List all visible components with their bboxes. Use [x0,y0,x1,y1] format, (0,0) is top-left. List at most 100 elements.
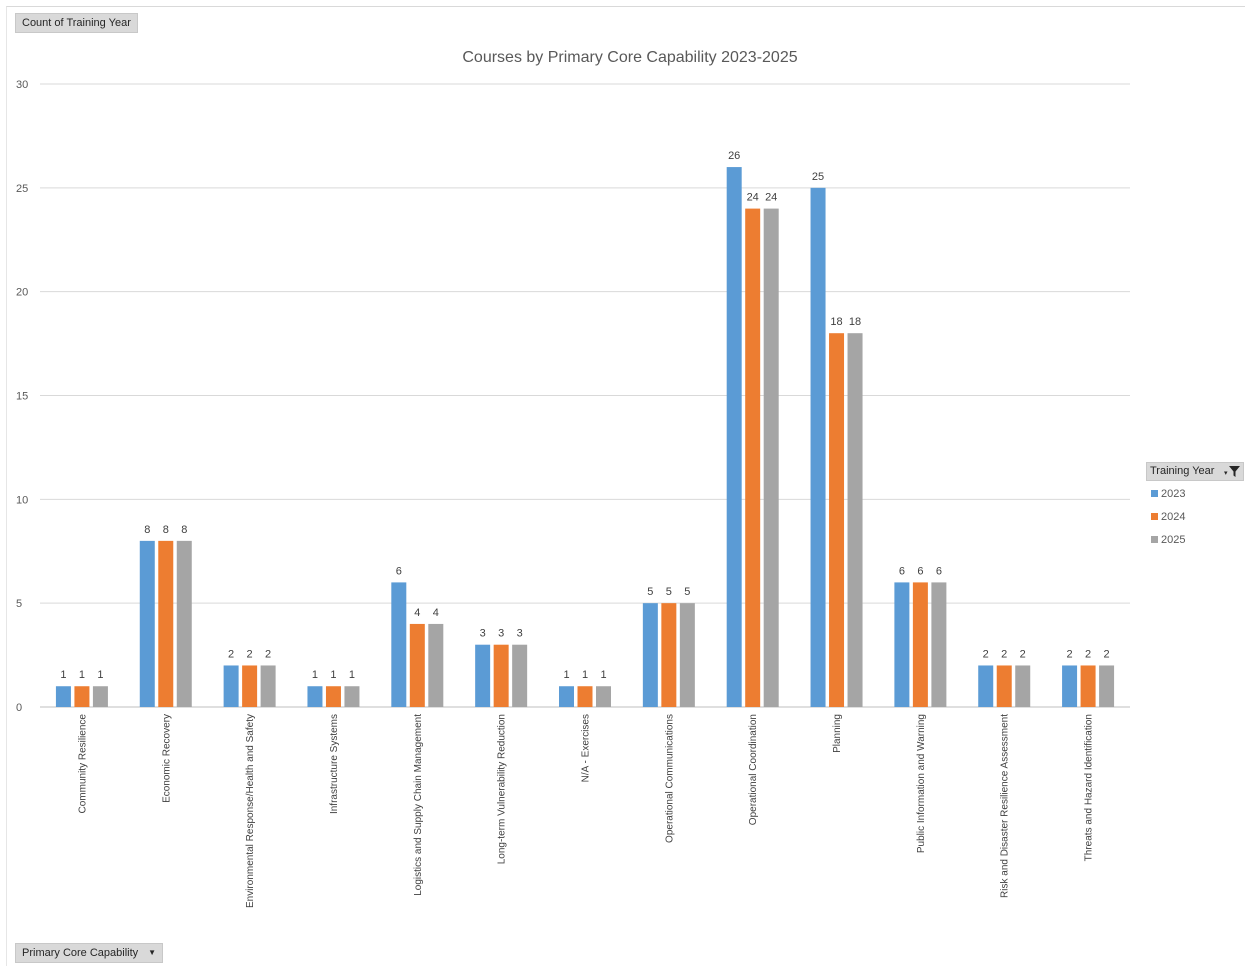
bar-2025-long-term-vulnerability-reduction[interactable] [512,644,528,707]
data-label: 6 [396,565,402,577]
data-label: 5 [684,586,690,598]
bar-2025-operational-coordination[interactable] [763,208,779,707]
bar-2024-n-a-exercises[interactable] [577,686,593,707]
x-tick-label: Long-term Vulnerability Reduction [497,714,508,864]
data-label: 2 [983,648,989,660]
bar-2025-environmental-response-health-and-safety[interactable] [260,665,276,707]
data-label: 3 [498,628,504,640]
legend-label: 2025 [1161,534,1186,546]
bar-2023-community-resilience[interactable] [55,686,71,707]
bar-2024-economic-recovery[interactable] [158,540,174,707]
data-label: 2 [1001,648,1007,660]
x-axis: Community Resilience Economic Recovery Env… [77,714,1094,908]
data-label: 2 [1104,648,1110,660]
data-label: 2 [1067,648,1073,660]
data-label: 1 [79,669,85,681]
bar-2023-logistics-and-supply-chain-management[interactable] [391,582,407,707]
data-label: 6 [936,565,942,577]
x-tick-label: Planning [832,714,843,753]
bar-2025-risk-and-disaster-resilience-assessment[interactable] [1015,665,1031,707]
bar-2024-long-term-vulnerability-reduction[interactable] [493,644,509,707]
bar-2023-operational-coordination[interactable] [726,167,742,708]
bar-2025-logistics-and-supply-chain-management[interactable] [428,623,444,707]
data-label: 1 [312,669,318,681]
bars [55,167,1115,708]
y-tick-label: 5 [16,598,22,610]
data-label: 2 [1020,648,1026,660]
bar-2024-risk-and-disaster-resilience-assessment[interactable] [996,665,1012,707]
bar-2023-public-information-and-warning[interactable] [894,582,910,707]
legend-item-2025[interactable]: 2025 [1151,533,1185,547]
bar-2023-economic-recovery[interactable] [139,540,155,707]
bar-2025-n-a-exercises[interactable] [596,686,611,707]
y-axis: 0 5 10 15 20 25 30 [16,79,28,714]
bar-2025-planning[interactable] [847,333,863,707]
data-label: 24 [747,192,759,204]
legend-swatch [1151,513,1158,520]
legend-swatch [1151,536,1158,543]
bar-2024-environmental-response-health-and-safety[interactable] [242,665,258,707]
data-label: 8 [181,524,187,536]
y-tick-label: 15 [16,391,28,403]
x-tick-label: Risk and Disaster Resilience Assessment [1000,714,1011,898]
data-label: 1 [600,669,606,681]
data-label: 8 [144,524,150,536]
data-label: 3 [480,628,486,640]
x-tick-label: N/A - Exercises [581,714,592,782]
bar-2023-operational-communications[interactable] [642,603,658,707]
bar-2024-infrastructure-systems[interactable] [325,686,341,707]
bar-2024-community-resilience[interactable] [74,686,90,707]
data-label: 1 [97,669,103,681]
data-label: 26 [728,150,740,162]
bar-2023-threats-and-hazard-identification[interactable] [1062,665,1078,707]
bar-2023-long-term-vulnerability-reduction[interactable] [475,644,491,707]
bar-2023-planning[interactable] [810,187,826,708]
legend-item-2024[interactable]: 2024 [1151,510,1185,524]
bar-2024-threats-and-hazard-identification[interactable] [1080,665,1096,707]
legend-item-2023[interactable]: 2023 [1151,487,1185,501]
bar-2023-n-a-exercises[interactable] [559,686,574,707]
bar-2023-infrastructure-systems[interactable] [307,686,323,707]
data-label: 3 [517,628,523,640]
bar-2025-threats-and-hazard-identification[interactable] [1099,665,1115,707]
chart-area [6,6,1245,966]
bar-2023-risk-and-disaster-resilience-assessment[interactable] [978,665,994,707]
bar-2024-planning[interactable] [829,333,845,707]
data-label: 1 [349,669,355,681]
axis-field-button[interactable]: Primary Core Capability ▼ [15,943,164,963]
y-tick-label: 30 [16,79,28,91]
bar-2025-operational-communications[interactable] [679,603,695,707]
legend-label: 2024 [1161,511,1186,523]
bar-2025-infrastructure-systems[interactable] [344,686,360,707]
bar-2024-public-information-and-warning[interactable] [912,582,928,707]
y-tick-label: 0 [16,702,22,714]
data-label: 4 [433,607,439,619]
bar-2024-operational-communications[interactable] [661,603,677,707]
data-label: 24 [765,192,777,204]
chart-title: Courses by Primary Core Capability 2023-… [462,49,797,66]
value-field-button[interactable]: Count of Training Year [15,13,138,33]
data-label: 2 [265,648,271,660]
bar-2024-logistics-and-supply-chain-management[interactable] [409,623,425,707]
legend-swatch [1151,490,1158,497]
bar-2025-community-resilience[interactable] [92,686,108,707]
y-tick-label: 10 [16,494,28,506]
data-label: 2 [247,648,253,660]
data-label: 5 [647,586,653,598]
data-label: 1 [330,669,336,681]
data-label: 2 [1085,648,1091,660]
x-tick-label: Economic Recovery [161,714,172,803]
y-tick-label: 20 [16,287,28,299]
x-tick-label: Operational Communications [664,714,675,843]
bar-2025-economic-recovery[interactable] [176,540,192,707]
legend-label: 2023 [1161,488,1186,500]
bar-2025-public-information-and-warning[interactable] [931,582,947,707]
bar-2023-environmental-response-health-and-safety[interactable] [223,665,239,707]
data-label: 6 [917,565,923,577]
data-label: 8 [163,524,169,536]
filter-icon[interactable]: ▾ [1223,464,1241,479]
legend-field-button[interactable]: Training Year ▾ [1146,462,1244,481]
bar-2024-operational-coordination[interactable] [745,208,761,707]
